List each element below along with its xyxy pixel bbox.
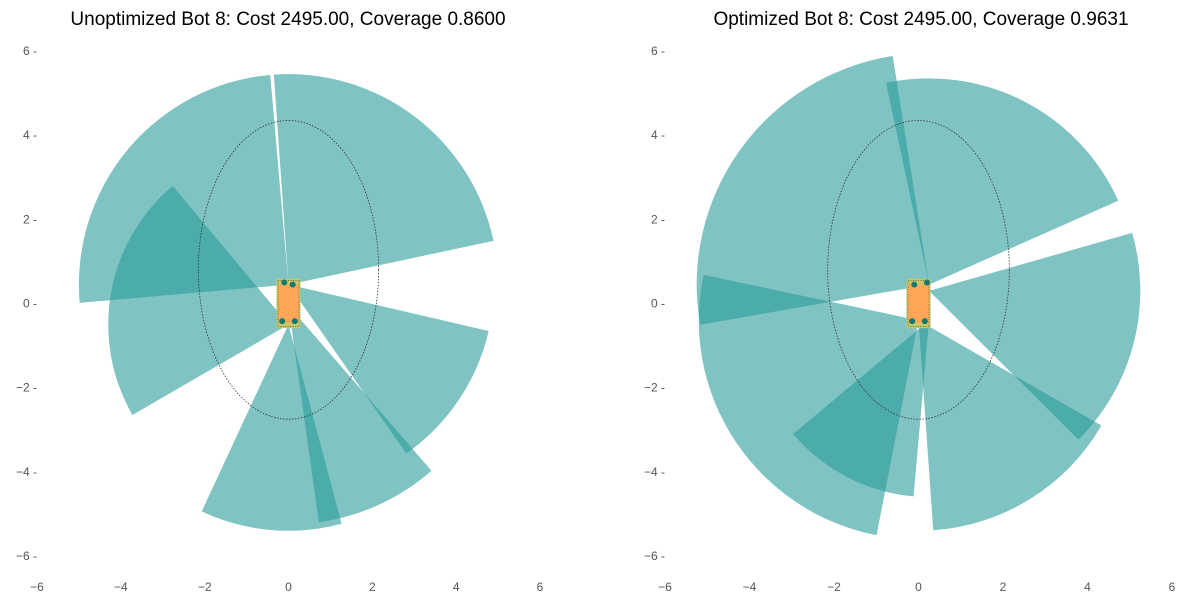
sensor-unoptimized-1: [281, 279, 288, 286]
robot-body-unoptimized: [278, 284, 299, 323]
sensor-optimized-1: [911, 281, 918, 288]
title-unoptimized: Unoptimized Bot 8: Cost 2495.00, Coverag…: [70, 9, 505, 30]
sensor-optimized-4: [921, 318, 928, 325]
region-optimized: [827, 120, 1010, 420]
x-tick-label-optimized-6: 4: [1084, 580, 1091, 594]
sensor-optimized-2: [923, 279, 930, 286]
y-tick-label-unoptimized-4: 0 -: [23, 297, 37, 311]
y-tick-label-unoptimized-7: −6 -: [16, 549, 37, 563]
x-tick-label-optimized-2: −4: [743, 580, 757, 594]
robot-outline-optimized: [907, 280, 930, 327]
sector-unoptimized-6: [288, 284, 489, 454]
x-axis-unoptimized: −6 −4 −2 0 2 4 6: [30, 580, 544, 594]
sensor-optimized-3: [909, 318, 916, 325]
x-tick-label-optimized-5: 2: [1000, 580, 1007, 594]
region-outline-optimized: [827, 120, 1010, 420]
region-outline-unoptimized: [197, 120, 380, 420]
y-tick-label-optimized-4: 0 -: [651, 297, 665, 311]
x-tick-label-unoptimized-1: −6: [30, 580, 44, 594]
sector-unoptimized-4: [201, 324, 342, 531]
sector-unoptimized-5: [288, 305, 432, 523]
x-tick-label-optimized-4: 0: [915, 580, 922, 594]
y-tick-label-optimized-3: 2 -: [651, 212, 665, 226]
y-tick-label-optimized-6: −4 -: [644, 465, 665, 479]
robot-unoptimized: [276, 278, 301, 329]
y-axis-optimized: 6 - 4 - 2 - 0 - −2 - −4 - −6 -: [644, 44, 665, 563]
y-tick-label-unoptimized-6: −4 -: [16, 465, 37, 479]
y-tick-label-unoptimized-2: 4 -: [23, 128, 37, 142]
title-optimized: Optimized Bot 8: Cost 2495.00, Coverage …: [713, 9, 1128, 30]
sector-unoptimized-3: [108, 185, 289, 416]
x-tick-label-unoptimized-6: 4: [453, 580, 460, 594]
y-tick-label-unoptimized-3: 2 -: [23, 212, 37, 226]
robot-optimized: [906, 278, 931, 329]
y-tick-label-unoptimized-1: 6 -: [23, 44, 37, 58]
y-tick-label-optimized-2: 4 -: [651, 128, 665, 142]
panel-unoptimized: Unoptimized Bot 8: Cost 2495.00, Coverag…: [16, 9, 544, 594]
x-tick-label-unoptimized-2: −4: [114, 580, 128, 594]
sector-optimized-1: [696, 55, 930, 325]
region-unoptimized: [197, 120, 380, 420]
sensor-unoptimized-4: [291, 318, 298, 325]
x-tick-label-unoptimized-5: 2: [369, 580, 376, 594]
sector-layer-optimized: [696, 55, 1141, 536]
robot-body-optimized: [907, 284, 930, 323]
x-tick-label-optimized-1: −6: [658, 580, 672, 594]
sector-optimized-2: [886, 78, 1119, 285]
x-tick-label-optimized-3: −2: [827, 580, 841, 594]
sector-optimized-6: [793, 320, 930, 497]
sector-unoptimized-2: [273, 74, 494, 285]
x-tick-label-unoptimized-3: −2: [198, 580, 212, 594]
robot-outline-unoptimized: [277, 280, 300, 327]
y-tick-label-optimized-7: −6 -: [644, 549, 665, 563]
x-tick-label-unoptimized-4: 0: [285, 580, 292, 594]
y-tick-label-unoptimized-5: −2 -: [16, 381, 37, 395]
panel-optimized: Optimized Bot 8: Cost 2495.00, Coverage …: [644, 9, 1176, 594]
x-tick-label-optimized-7: 6: [1169, 580, 1176, 594]
sensor-unoptimized-2: [289, 281, 296, 288]
sector-layer-unoptimized: [78, 74, 494, 531]
sector-optimized-3: [929, 232, 1141, 440]
y-tick-label-optimized-5: −2 -: [644, 381, 665, 395]
y-tick-label-optimized-1: 6 -: [651, 44, 665, 58]
sector-optimized-5: [918, 320, 1102, 531]
y-axis-unoptimized: 6 - 4 - 2 - 0 - −2 - −4 - −6 -: [16, 44, 37, 563]
x-tick-label-unoptimized-7: 6: [537, 580, 544, 594]
sensor-unoptimized-3: [279, 318, 286, 325]
x-axis-optimized: −6 −4 −2 0 2 4 6: [658, 580, 1176, 594]
